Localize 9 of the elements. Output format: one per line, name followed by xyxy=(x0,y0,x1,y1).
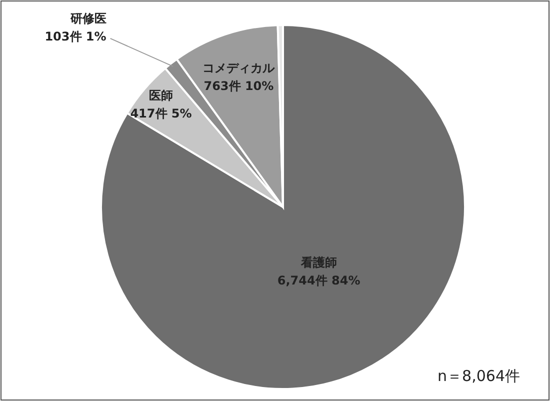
data-label: 6,744件 84% xyxy=(277,273,360,288)
text: n＝8,064件 xyxy=(438,367,520,385)
slice-label: 看護師 xyxy=(300,255,337,270)
data-label: 417件 5% xyxy=(130,106,192,120)
slice-label: コメディカル xyxy=(202,60,276,75)
slice-label: 研修医 xyxy=(69,11,106,26)
data-label: 103件 1% xyxy=(44,29,106,44)
data-label: 763件 10% xyxy=(204,78,274,93)
slice-label: 医師 xyxy=(148,88,173,102)
